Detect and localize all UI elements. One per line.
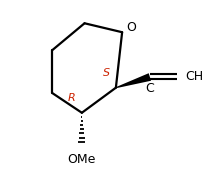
Polygon shape <box>116 73 151 88</box>
Text: C: C <box>145 82 154 95</box>
Text: S: S <box>103 68 110 78</box>
Text: R: R <box>67 93 75 103</box>
Text: O: O <box>127 21 137 34</box>
Text: OMe: OMe <box>68 153 96 166</box>
Text: CH: CH <box>185 71 203 83</box>
